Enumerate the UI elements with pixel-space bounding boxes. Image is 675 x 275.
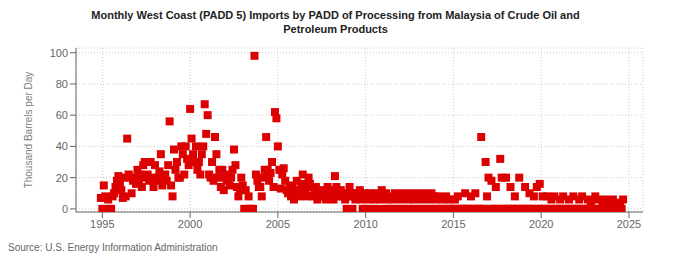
svg-text:2015: 2015 — [441, 218, 465, 230]
svg-text:2010: 2010 — [353, 218, 377, 230]
html-text:Petroleum Products: Petroleum Products — [283, 23, 388, 35]
svg-text:100: 100 — [50, 47, 68, 59]
html-text:Monthly West Coast (PADD 5) Im: Monthly West Coast (PADD 5) Imports by P… — [91, 9, 580, 21]
svg-text:60: 60 — [56, 109, 68, 121]
svg-text:80: 80 — [56, 78, 68, 90]
svg-text:2025: 2025 — [617, 218, 641, 230]
html-text:Source: U.S. Energy Informatio: Source: U.S. Energy Information Administ… — [8, 242, 218, 253]
svg-text:2020: 2020 — [529, 218, 553, 230]
svg-text:2000: 2000 — [178, 218, 202, 230]
svg-text:2005: 2005 — [266, 218, 290, 230]
svg-text:40: 40 — [56, 140, 68, 152]
svg-text:Thousand Barrels per Day: Thousand Barrels per Day — [23, 72, 34, 189]
svg-text:0: 0 — [62, 203, 68, 215]
svg-text:20: 20 — [56, 172, 68, 184]
svg-text:1995: 1995 — [90, 218, 114, 230]
